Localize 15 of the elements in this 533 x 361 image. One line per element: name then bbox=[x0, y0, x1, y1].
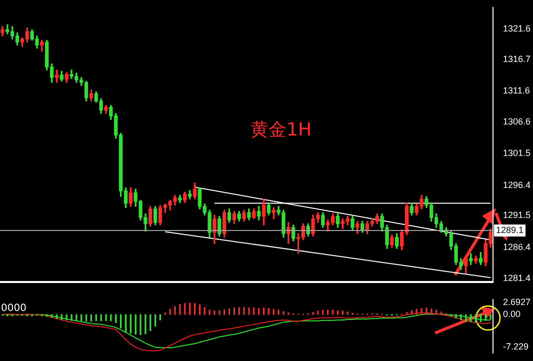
y-tick-label: 1306.6 bbox=[503, 116, 531, 127]
y-tick-label: 1321.6 bbox=[503, 24, 531, 34]
y-tick-label: 1316.7 bbox=[503, 54, 531, 64]
y-tick-label: 1296.4 bbox=[503, 180, 531, 190]
y-tick-label: 2.6927 bbox=[503, 297, 531, 308]
y-tick-label: 1301.5 bbox=[503, 148, 531, 158]
y-tick-label: 1291.5 bbox=[503, 210, 531, 220]
annotation: 黄金1H bbox=[250, 120, 312, 141]
annotation: 0000 bbox=[1, 302, 26, 314]
y-tick-label: 1281.4 bbox=[503, 272, 531, 283]
y-tick-label: -7.229 bbox=[503, 341, 529, 352]
y-tick-label: 1311.6 bbox=[503, 86, 530, 96]
ref-line-label: 1289.1 bbox=[496, 225, 524, 236]
y-tick-label: 1286.4 bbox=[503, 242, 531, 252]
y-tick-label: 0.00 bbox=[503, 309, 521, 320]
